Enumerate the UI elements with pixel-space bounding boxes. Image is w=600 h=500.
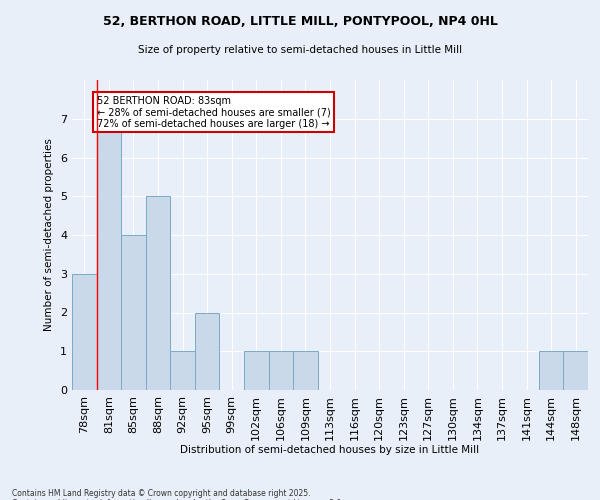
Text: Size of property relative to semi-detached houses in Little Mill: Size of property relative to semi-detach… <box>138 45 462 55</box>
Bar <box>121 235 146 390</box>
Bar <box>269 351 293 390</box>
Text: 52, BERTHON ROAD, LITTLE MILL, PONTYPOOL, NP4 0HL: 52, BERTHON ROAD, LITTLE MILL, PONTYPOOL… <box>103 15 497 28</box>
X-axis label: Distribution of semi-detached houses by size in Little Mill: Distribution of semi-detached houses by … <box>181 446 479 456</box>
Y-axis label: Number of semi-detached properties: Number of semi-detached properties <box>44 138 55 332</box>
Bar <box>293 351 318 390</box>
Bar <box>195 312 220 390</box>
Bar <box>146 196 170 390</box>
Bar <box>72 274 97 390</box>
Bar <box>170 351 195 390</box>
Bar <box>563 351 588 390</box>
Text: Contains public sector information licensed under the Open Government Licence v3: Contains public sector information licen… <box>12 498 344 500</box>
Text: 52 BERTHON ROAD: 83sqm
← 28% of semi-detached houses are smaller (7)
72% of semi: 52 BERTHON ROAD: 83sqm ← 28% of semi-det… <box>97 96 331 128</box>
Bar <box>97 118 121 390</box>
Text: Contains HM Land Registry data © Crown copyright and database right 2025.: Contains HM Land Registry data © Crown c… <box>12 488 311 498</box>
Bar <box>539 351 563 390</box>
Bar <box>244 351 269 390</box>
